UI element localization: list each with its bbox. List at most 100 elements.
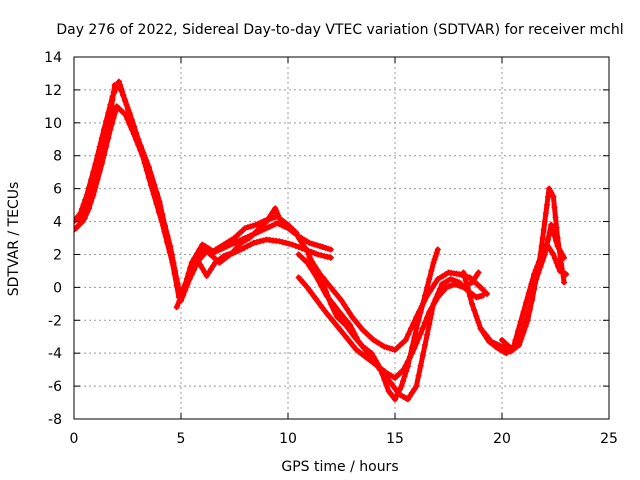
series-track-e	[173, 205, 283, 311]
data-point	[167, 248, 174, 255]
data-point	[480, 328, 487, 335]
data-point	[432, 295, 439, 302]
data-point	[156, 198, 163, 205]
data-point	[302, 244, 309, 251]
grid	[74, 57, 609, 419]
data-point	[312, 272, 319, 279]
y-tick-label: -2	[48, 313, 62, 329]
data-point	[353, 334, 360, 341]
data-point	[319, 274, 326, 281]
data-point	[102, 146, 109, 153]
data-point	[400, 378, 407, 385]
data-point	[341, 301, 348, 308]
data-point	[321, 253, 328, 260]
data-point	[297, 238, 304, 245]
data-point	[471, 306, 478, 313]
data-point	[377, 366, 384, 373]
data-point	[555, 263, 562, 270]
data-point	[475, 319, 482, 326]
data-point	[413, 383, 420, 390]
data-point	[199, 265, 206, 272]
data-point	[469, 300, 476, 307]
data-point	[126, 109, 133, 116]
data-point	[241, 244, 248, 251]
data-point	[413, 313, 420, 320]
data-point	[197, 261, 204, 268]
data-point	[541, 218, 548, 225]
data-point	[176, 297, 183, 304]
data-point	[550, 251, 557, 258]
data-point	[118, 86, 125, 93]
data-point	[327, 246, 334, 253]
data-point	[410, 319, 417, 326]
y-tick-label: 0	[53, 280, 62, 296]
data-point	[289, 241, 296, 248]
data-point	[260, 237, 267, 244]
data-point	[325, 281, 332, 288]
data-point	[329, 300, 336, 307]
data-point	[366, 351, 373, 358]
data-point	[87, 199, 94, 206]
data-point	[309, 258, 316, 265]
data-point	[417, 330, 424, 337]
data-point	[542, 244, 549, 251]
y-tick-label: 10	[44, 116, 62, 132]
x-tick-label: 10	[279, 431, 297, 447]
y-tick-label: 4	[53, 215, 62, 231]
data-point	[561, 279, 568, 286]
data-point	[321, 307, 328, 314]
data-point	[417, 362, 424, 369]
data-point	[244, 243, 251, 250]
data-point	[124, 104, 131, 111]
data-point	[421, 319, 428, 326]
data-point	[105, 131, 112, 138]
data-point	[350, 343, 357, 350]
data-point	[279, 239, 286, 246]
data-point	[103, 141, 110, 148]
data-point	[534, 262, 541, 269]
data-point	[326, 296, 333, 303]
data-point	[411, 386, 418, 393]
series-track-j	[460, 185, 568, 357]
data-point	[171, 271, 178, 278]
data-point	[145, 164, 152, 171]
data-point	[532, 267, 539, 274]
data-point	[84, 208, 91, 215]
data-point	[358, 341, 365, 348]
data-point	[253, 239, 260, 246]
data-point	[324, 310, 331, 317]
data-point	[100, 151, 107, 158]
data-point	[385, 376, 392, 383]
data-point	[293, 230, 300, 237]
data-point	[295, 235, 302, 241]
data-point	[192, 263, 199, 270]
series-track-g	[306, 254, 491, 353]
x-tick-label: 25	[600, 431, 618, 447]
data-point	[333, 290, 340, 297]
data-point	[424, 331, 431, 338]
data-point	[473, 313, 480, 320]
data-point	[96, 166, 103, 173]
data-point	[342, 333, 349, 340]
data-point	[419, 325, 426, 332]
data-point	[413, 340, 420, 347]
data-point	[432, 280, 439, 287]
data-point	[348, 340, 355, 347]
data-point	[429, 284, 436, 291]
data-point	[509, 346, 516, 353]
series-layer	[74, 78, 570, 403]
data-point	[406, 354, 413, 361]
data-point	[404, 396, 411, 403]
data-point	[314, 251, 321, 258]
data-point	[553, 237, 560, 244]
data-point	[338, 297, 345, 304]
data-point	[320, 287, 327, 294]
data-point	[374, 362, 381, 369]
data-point	[432, 253, 439, 260]
x-axis-label: GPS time / hours	[281, 459, 398, 475]
data-point	[109, 96, 116, 103]
data-point	[181, 285, 188, 292]
data-point	[128, 116, 135, 123]
data-point	[104, 136, 111, 143]
data-point	[187, 274, 194, 281]
